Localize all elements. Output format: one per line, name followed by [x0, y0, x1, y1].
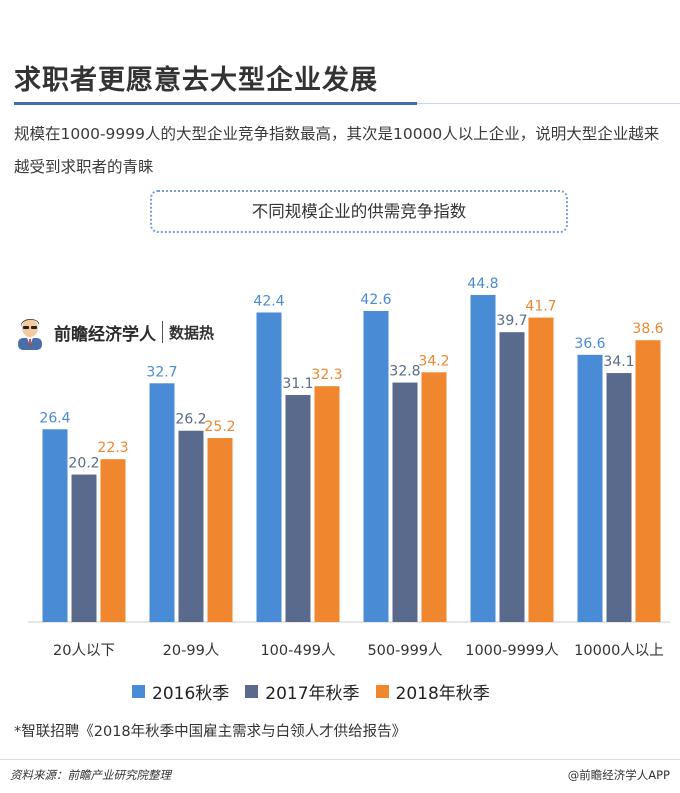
bar — [207, 438, 233, 622]
data-label: 36.6 — [574, 336, 605, 352]
bar — [470, 294, 496, 622]
x-tick-label: 100-499人 — [260, 642, 335, 659]
brand-name: 前瞻经济学人 — [54, 324, 156, 345]
data-label: 26.2 — [175, 412, 206, 428]
data-label: 38.6 — [632, 321, 663, 337]
x-tick-label: 1000-9999人 — [465, 642, 559, 659]
bar — [528, 317, 554, 622]
bar — [363, 311, 389, 622]
page-subtitle: 规模在1000-9999人的大型企业竞争指数最高，其次是10000人以上企业，说… — [14, 125, 660, 176]
data-label: 42.6 — [360, 292, 391, 308]
bar-chart: 26.4 20.222.3 20人以下 32.7 26.225.2 20-99人 42.4 3… — [28, 276, 670, 659]
data-label: 32.7 — [146, 364, 177, 380]
bar — [256, 312, 282, 622]
legend-item-2018: 2018年秋季 — [375, 679, 490, 704]
data-label: 34.2 — [418, 353, 449, 369]
bar — [577, 354, 603, 622]
legend-item-2016: 2016秋季 — [132, 679, 229, 704]
title-divider — [417, 103, 680, 104]
data-label: 32.8 — [389, 364, 420, 380]
bar — [499, 332, 525, 622]
footer-app-credit: @前瞻经济学人APP — [567, 768, 670, 782]
data-label: 42.4 — [253, 293, 284, 309]
brand-tag: 数据热 — [169, 323, 215, 342]
bar — [285, 394, 311, 622]
source-note: *智联招聘《2018年秋季中国雇主需求与白领人才供给报告》 — [14, 724, 407, 740]
legend-item-2017: 2017年秋季 — [245, 679, 360, 704]
brand-badge: 前瞻经济学人 数据热 — [15, 314, 214, 350]
chart-title: 不同规模企业的供需竞争指数 — [150, 190, 568, 233]
data-label: 20.2 — [68, 456, 99, 472]
footer-source: 资料来源：前瞻产业研究院整理 — [10, 768, 171, 782]
bar — [606, 373, 632, 622]
avatar-icon — [18, 319, 42, 350]
legend-label: 2016秋季 — [152, 683, 230, 704]
bar — [178, 430, 204, 622]
data-label: 31.1 — [282, 376, 313, 392]
page-title: 求职者更愿意去大型企业发展 — [14, 65, 378, 96]
brand-separator — [162, 321, 163, 343]
bar — [635, 340, 661, 622]
bar — [392, 382, 418, 622]
data-label: 32.3 — [311, 367, 342, 383]
title-underline — [14, 102, 417, 105]
data-label: 41.7 — [525, 299, 556, 315]
legend-label: 2018年秋季 — [395, 683, 490, 704]
legend-label: 2017年秋季 — [265, 683, 360, 704]
bar — [42, 429, 68, 622]
x-tick-label: 20人以下 — [53, 642, 115, 659]
x-tick-label: 500-999人 — [367, 642, 442, 659]
data-label: 22.3 — [97, 440, 128, 456]
legend-swatch — [375, 684, 389, 698]
legend-swatch — [245, 684, 259, 698]
data-label: 44.8 — [467, 276, 498, 292]
chart-legend: 2016秋季 2017年秋季 2018年秋季 — [132, 679, 506, 704]
x-tick-label: 10000人以上 — [574, 642, 664, 659]
bar — [314, 386, 340, 622]
footer-divider — [0, 759, 680, 760]
data-label: 26.4 — [39, 410, 70, 426]
data-label: 34.1 — [603, 354, 634, 370]
bar — [421, 372, 447, 622]
legend-swatch — [132, 684, 145, 698]
bar — [71, 474, 97, 622]
data-label: 39.7 — [496, 313, 527, 329]
bar — [149, 383, 175, 622]
x-tick-label: 20-99人 — [163, 642, 220, 659]
data-label: 25.2 — [204, 419, 235, 435]
bar — [100, 459, 126, 622]
